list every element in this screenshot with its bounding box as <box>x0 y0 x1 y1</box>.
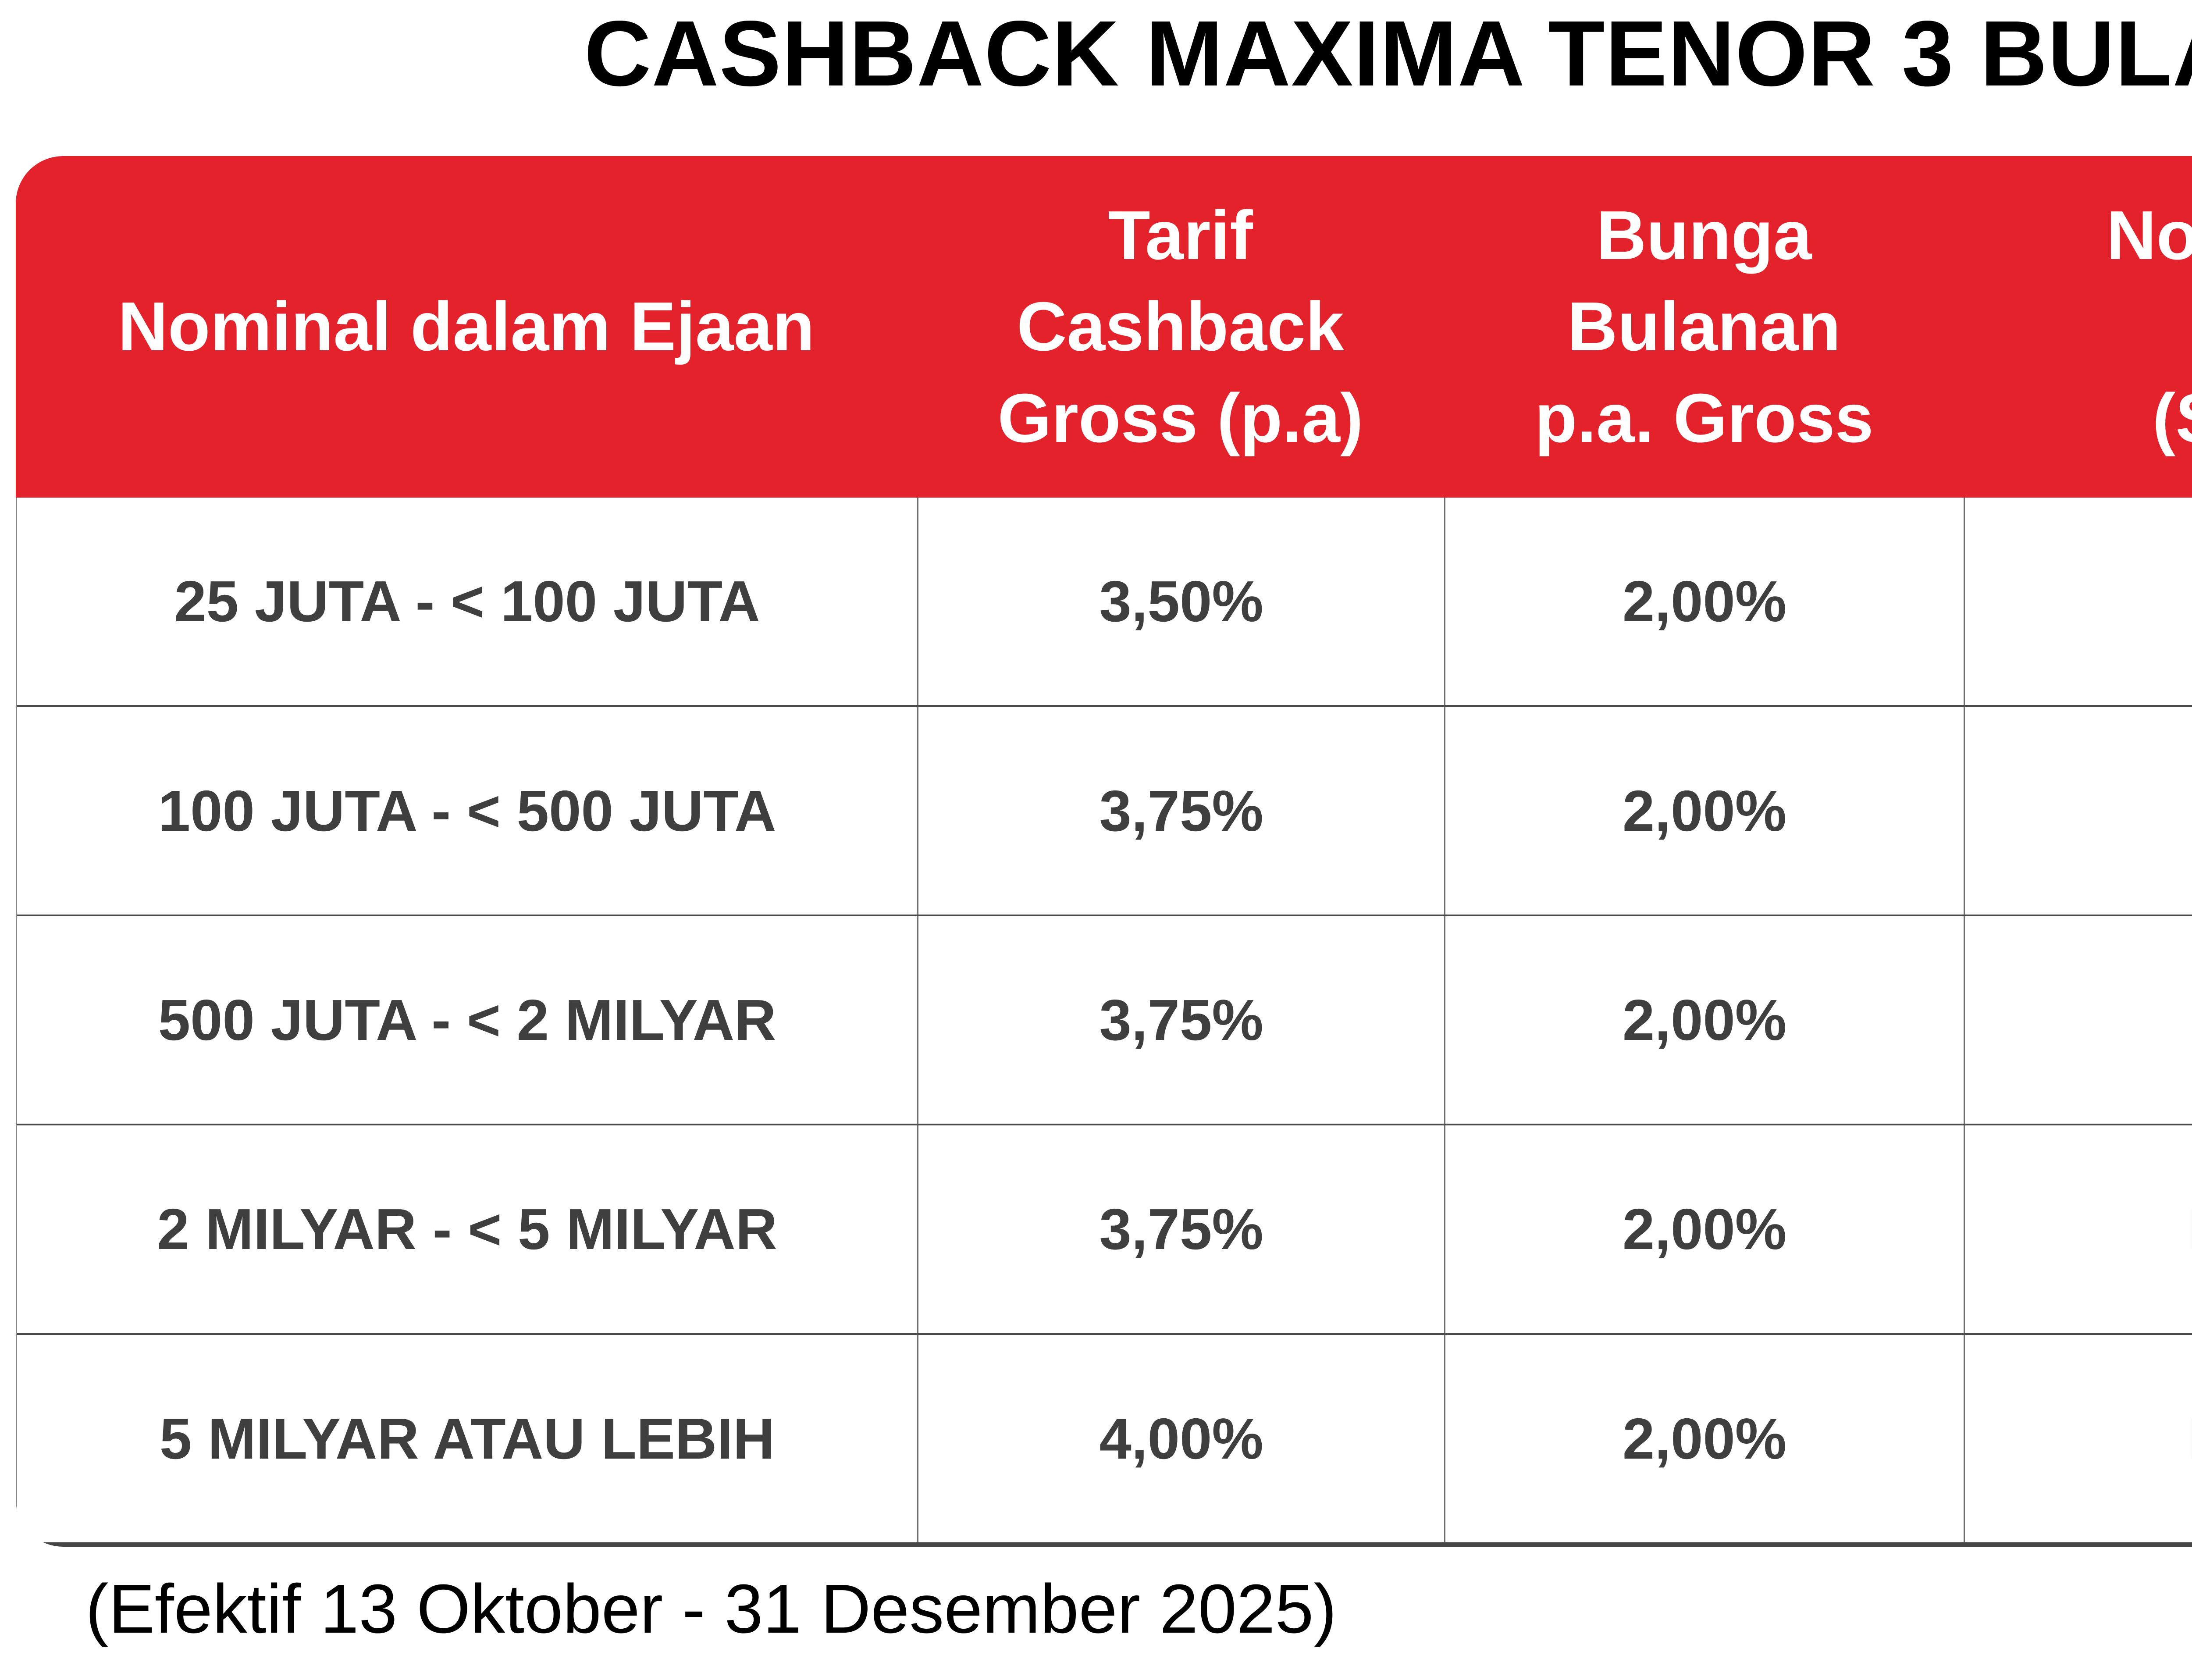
cell-range: 100 JUTA - < 500 JUTA <box>158 778 776 843</box>
cell-nominal: Rp 218.750,00 <box>1964 498 2192 705</box>
table-row: 25 JUTA - < 100 JUTA 3,50% 2,00% Rp 218.… <box>17 498 2192 705</box>
header-cell-nominal-cashback: Nominal CashBack Gross (Sebelum Pajak) <box>2106 196 2192 457</box>
cell-tarif: 3,75% <box>917 707 1444 915</box>
table-header-row: Nominal dalam Ejaan Tarif Cashback Gross… <box>16 156 2192 498</box>
cell-bunga: 2,00% <box>1444 916 1964 1124</box>
cell-tarif: 4,00% <box>917 1335 1444 1543</box>
header-cell-bunga-bulanan: Bunga Bulanan p.a. Gross <box>1534 196 1874 457</box>
cell-nominal: Rp 937.500,00 <box>1964 707 2192 915</box>
cell-nominal: Rp 7.500.000,00 <box>1964 916 2192 1124</box>
cashback-rate-table: Nominal dalam Ejaan Tarif Cashback Gross… <box>16 156 2192 1547</box>
cell-range: 25 JUTA - < 100 JUTA <box>174 569 760 634</box>
cell-tarif: 3,75% <box>917 1125 1444 1333</box>
page-title: CASHBACK MAXIMA TENOR 3 BULAN <box>584 1 2192 105</box>
table-row: 5 MILYAR ATAU LEBIH 4,00% 2,00% Rp 55.37… <box>17 1333 2192 1543</box>
header-cell-nominal-ejaan: Nominal dalam Ejaan <box>117 288 815 366</box>
cell-bunga: 2,00% <box>1444 1335 1964 1543</box>
cell-nominal: Rp 55.375.000,00 <box>1964 1335 2192 1543</box>
table-row: 500 JUTA - < 2 MILYAR 3,75% 2,00% Rp 7.5… <box>17 914 2192 1124</box>
cell-tarif: 3,75% <box>917 916 1444 1124</box>
cell-bunga: 2,00% <box>1444 707 1964 915</box>
cell-range: 500 JUTA - < 2 MILYAR <box>158 988 776 1053</box>
table-row: 2 MILYAR - < 5 MILYAR 3,75% 2,00% Rp 18.… <box>17 1124 2192 1333</box>
cell-range: 5 MILYAR ATAU LEBIH <box>159 1406 775 1471</box>
cell-nominal: Rp 18.750.000,00 <box>1964 1125 2192 1333</box>
cell-tarif: 3,50% <box>917 498 1444 705</box>
cell-range: 2 MILYAR - < 5 MILYAR <box>157 1197 777 1262</box>
table-row: 100 JUTA - < 500 JUTA 3,75% 2,00% Rp 937… <box>17 705 2192 915</box>
table-bottom-border <box>16 1542 2192 1547</box>
table-body: 25 JUTA - < 100 JUTA 3,50% 2,00% Rp 218.… <box>16 498 2192 1543</box>
header-cell-tarif-cashback: Tarif Cashback Gross (p.a) <box>997 196 1363 457</box>
cell-bunga: 2,00% <box>1444 498 1964 705</box>
cell-bunga: 2,00% <box>1444 1125 1964 1333</box>
effective-date-note: (Efektif 13 Oktober - 31 Desember 2025) <box>85 1570 1337 1648</box>
